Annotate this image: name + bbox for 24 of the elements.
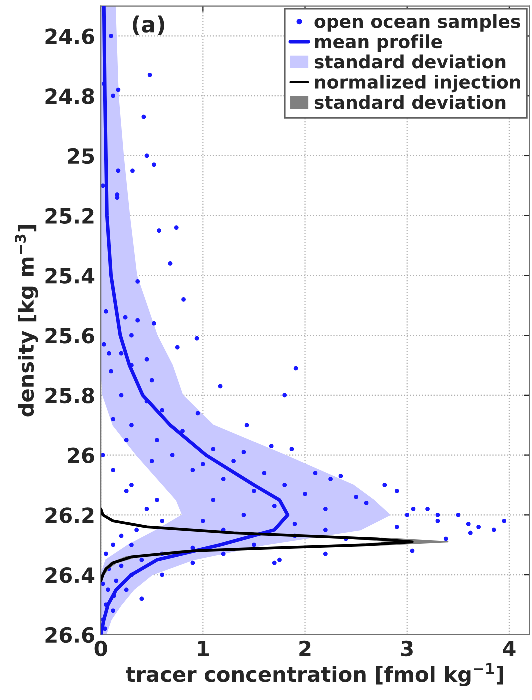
x-tick-label: 3 (402, 640, 413, 657)
legend-label: mean profile (315, 34, 442, 52)
x-axis-title: tracer concentration [fmol kg$^{−1}$] (126, 663, 504, 686)
y-tick-label: 24.8 (46, 88, 94, 104)
y-tick-label: 26.2 (46, 508, 94, 524)
y-tick-label: 25.4 (46, 268, 95, 284)
y-tick-label: 24.6 (46, 28, 94, 44)
y-tick-label: 26.6 (46, 627, 94, 644)
x-tick-label: 4 (503, 641, 516, 656)
annotation: (a) (133, 16, 164, 36)
y-tick-label: 25.8 (46, 388, 94, 404)
y-tick-label: 26 (68, 448, 94, 464)
x-tick-label: 2 (300, 640, 311, 656)
y-tick-label: 26.4 (46, 567, 95, 584)
legend-label: standard deviation (314, 95, 506, 110)
x-tick-label: 0 (94, 640, 108, 657)
legend-label: standard deviation (314, 54, 506, 69)
y-tick-label: 25.6 (46, 328, 94, 344)
y-tick-label: 25 (68, 148, 94, 164)
legend-label: normalized injection (316, 74, 520, 93)
x-tick-label: 1 (198, 641, 209, 656)
y-tick-label: 25.2 (46, 208, 94, 224)
y-axis-title: density [kg m$^{−3}$] (15, 225, 38, 417)
legend-label: open ocean samples (314, 14, 520, 32)
